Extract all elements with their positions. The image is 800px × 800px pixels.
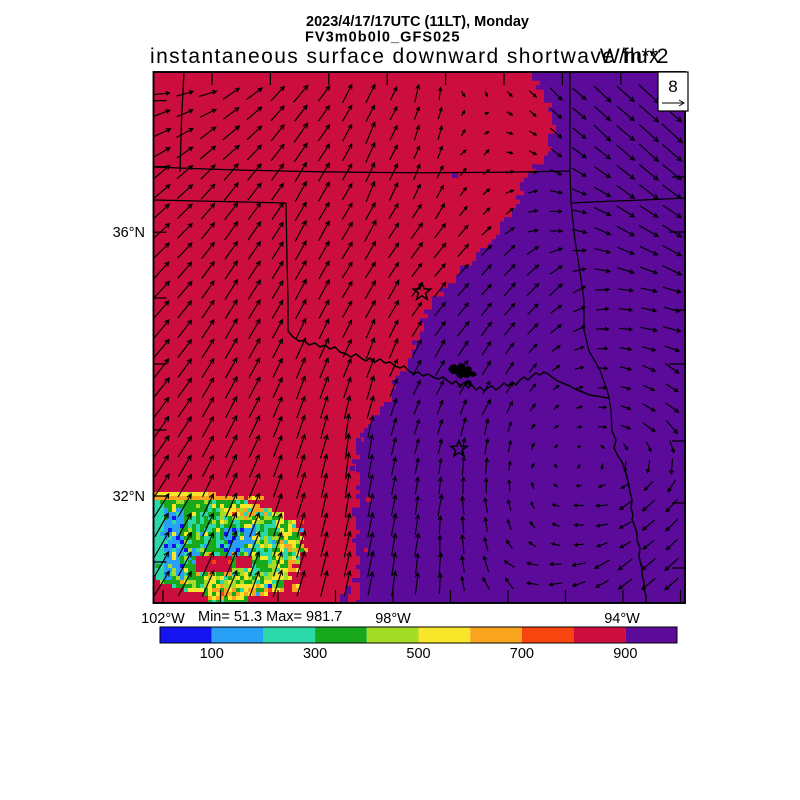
svg-text:W/m**2: W/m**2 bbox=[600, 45, 668, 68]
svg-text:94°W: 94°W bbox=[604, 611, 640, 627]
svg-text:2023/4/17/17UTC (11LT), Monday: 2023/4/17/17UTC (11LT), Monday bbox=[306, 14, 529, 30]
svg-text:32°N: 32°N bbox=[113, 489, 145, 505]
svg-text:500: 500 bbox=[406, 646, 430, 662]
svg-text:700: 700 bbox=[510, 646, 534, 662]
svg-text:FV3m0b0l0_GFS025: FV3m0b0l0_GFS025 bbox=[305, 30, 460, 46]
svg-text:36°N: 36°N bbox=[113, 225, 145, 241]
svg-text:Min= 51.3 Max= 981.7: Min= 51.3 Max= 981.7 bbox=[198, 609, 342, 625]
svg-text:900: 900 bbox=[613, 646, 637, 662]
svg-text:98°W: 98°W bbox=[375, 611, 411, 627]
svg-text:300: 300 bbox=[303, 646, 327, 662]
svg-text:instantaneous surface downward: instantaneous surface downward shortwave… bbox=[150, 45, 661, 68]
svg-text:100: 100 bbox=[200, 646, 224, 662]
svg-text:8: 8 bbox=[668, 77, 677, 96]
svg-text:102°W: 102°W bbox=[141, 611, 185, 627]
